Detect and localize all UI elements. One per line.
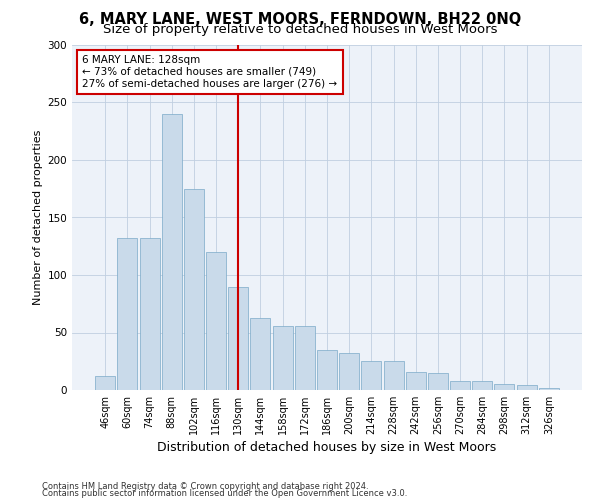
Text: 6, MARY LANE, WEST MOORS, FERNDOWN, BH22 0NQ: 6, MARY LANE, WEST MOORS, FERNDOWN, BH22…	[79, 12, 521, 28]
Bar	[361, 361, 382, 390]
Text: Size of property relative to detached houses in West Moors: Size of property relative to detached ho…	[103, 22, 497, 36]
Bar	[95, 376, 115, 390]
Text: Contains public sector information licensed under the Open Government Licence v3: Contains public sector information licen…	[42, 489, 407, 498]
Bar	[494, 384, 514, 390]
Text: Contains HM Land Registry data © Crown copyright and database right 2024.: Contains HM Land Registry data © Crown c…	[42, 482, 368, 491]
Bar	[428, 373, 448, 390]
Bar	[184, 188, 204, 390]
Bar	[250, 318, 271, 390]
Y-axis label: Number of detached properties: Number of detached properties	[33, 130, 43, 305]
Bar	[339, 353, 359, 390]
Bar	[406, 372, 426, 390]
X-axis label: Distribution of detached houses by size in West Moors: Distribution of detached houses by size …	[157, 441, 497, 454]
Text: 6 MARY LANE: 128sqm
← 73% of detached houses are smaller (749)
27% of semi-detac: 6 MARY LANE: 128sqm ← 73% of detached ho…	[82, 56, 337, 88]
Bar	[450, 381, 470, 390]
Bar	[317, 350, 337, 390]
Bar	[140, 238, 160, 390]
Bar	[383, 361, 404, 390]
Bar	[118, 238, 137, 390]
Bar	[162, 114, 182, 390]
Bar	[295, 326, 315, 390]
Bar	[517, 386, 536, 390]
Bar	[228, 286, 248, 390]
Bar	[472, 381, 492, 390]
Bar	[206, 252, 226, 390]
Bar	[272, 326, 293, 390]
Bar	[539, 388, 559, 390]
